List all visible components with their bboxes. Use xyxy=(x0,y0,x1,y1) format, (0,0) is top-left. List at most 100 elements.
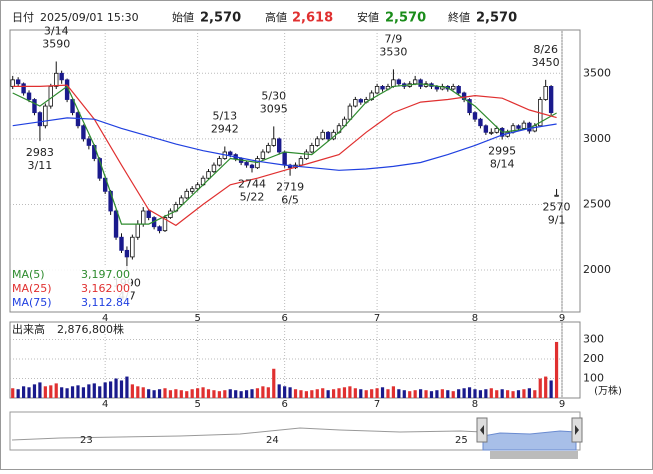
y-tick-label: 300 xyxy=(583,333,604,346)
legend-name: MA(75) xyxy=(12,296,52,309)
annotation-price: 2570 xyxy=(543,200,571,213)
candle-body xyxy=(472,112,478,120)
candle-body xyxy=(10,79,15,87)
candle-body xyxy=(358,99,363,103)
volume-bar xyxy=(554,341,559,398)
ma-line xyxy=(12,84,557,227)
volume-bar xyxy=(217,391,221,398)
volume-bar xyxy=(212,390,216,398)
x-tick-label: 8 xyxy=(472,313,478,324)
candle-body xyxy=(347,105,353,120)
volume-bar xyxy=(500,389,504,398)
annotation-price: 3590 xyxy=(42,37,70,50)
annotation-date: 5/30 xyxy=(261,89,286,102)
candle-body xyxy=(146,210,151,218)
candle-body xyxy=(548,86,554,114)
annotation-date: 8/26 xyxy=(533,43,558,56)
annotation-price: 2983 xyxy=(26,146,54,159)
candle-body xyxy=(412,79,418,85)
annotation-price: 3095 xyxy=(260,102,288,115)
volume-bar xyxy=(419,389,423,398)
candle-body xyxy=(315,138,320,146)
candle-body xyxy=(21,83,26,94)
volume-bar xyxy=(549,380,553,398)
volume-bar xyxy=(32,384,37,398)
candle-body xyxy=(266,145,271,153)
candle-body xyxy=(456,86,461,94)
candle-body xyxy=(521,122,527,129)
x-tick-label: 7 xyxy=(374,399,380,410)
x-tick-label: 6 xyxy=(281,399,287,410)
volume-bar xyxy=(353,388,357,398)
candle-body xyxy=(320,131,325,140)
volume-bar xyxy=(337,388,341,398)
date-label: 日付 xyxy=(12,11,34,24)
volume-bar xyxy=(299,390,303,398)
volume-bar xyxy=(76,385,80,398)
candle-body xyxy=(298,158,304,166)
candle-body xyxy=(494,127,499,133)
volume-bar xyxy=(43,386,47,398)
candle-body xyxy=(189,188,195,192)
candle-body xyxy=(391,79,396,87)
annotation-price: 2942 xyxy=(211,122,239,135)
volume-bar xyxy=(375,388,379,398)
annotation-price: 2719 xyxy=(276,181,304,194)
volume-bar xyxy=(141,387,145,398)
volume-bar xyxy=(174,389,178,398)
annotation-price: 2744 xyxy=(238,177,266,190)
candle-body xyxy=(249,164,255,169)
field-value: 2,570 xyxy=(476,11,517,26)
candle-body xyxy=(483,125,489,133)
volume-bar xyxy=(255,388,260,398)
field-value: 2,570 xyxy=(385,11,426,26)
candle-body xyxy=(418,79,423,87)
volume-bar xyxy=(103,382,107,398)
candle-body xyxy=(467,99,472,114)
candle-body xyxy=(130,236,135,258)
volume-bar xyxy=(179,390,183,398)
volume-bar xyxy=(16,389,20,398)
volume-bar xyxy=(234,390,238,398)
x-tick-label: 5 xyxy=(194,313,200,324)
candle-body xyxy=(277,138,282,153)
candle-body xyxy=(124,249,130,258)
volume-bar xyxy=(457,389,461,398)
volume-bar xyxy=(293,389,298,398)
volume-bar xyxy=(81,387,86,398)
volume-bar xyxy=(364,390,368,398)
volume-bar xyxy=(544,376,548,398)
volume-bar xyxy=(462,388,466,398)
legend-name: MA(25) xyxy=(12,282,52,295)
scrollbar[interactable] xyxy=(490,451,578,459)
candle-body xyxy=(86,138,92,146)
volume-bar xyxy=(467,387,472,398)
candle-body xyxy=(374,86,380,94)
volume-value: 2,876,800株 xyxy=(57,322,124,336)
volume-bar xyxy=(119,380,124,398)
legend-box xyxy=(11,266,131,310)
volume-bar xyxy=(98,386,102,398)
volume-bar xyxy=(380,387,385,398)
annotation-date: 5/22 xyxy=(240,190,265,203)
candle-body xyxy=(162,217,168,232)
annotation-date: 5/13 xyxy=(212,109,237,122)
volume-bar xyxy=(152,390,156,398)
navigator-label: 24 xyxy=(266,435,279,446)
navigator-label: 23 xyxy=(80,435,93,446)
volume-bar xyxy=(168,390,173,398)
candle-body xyxy=(211,164,217,173)
candle-body xyxy=(304,151,309,159)
volume-bar xyxy=(185,391,189,398)
legend-value: 3,197.00 xyxy=(81,268,130,281)
candle-body xyxy=(325,131,331,140)
volume-bar xyxy=(87,384,91,398)
volume-bar xyxy=(391,386,396,398)
volume-bar xyxy=(70,386,75,398)
candle-body xyxy=(554,194,559,197)
volume-bar xyxy=(402,390,406,398)
candle-body xyxy=(48,86,53,107)
candle-body xyxy=(244,162,249,166)
volume-bar xyxy=(277,384,281,398)
